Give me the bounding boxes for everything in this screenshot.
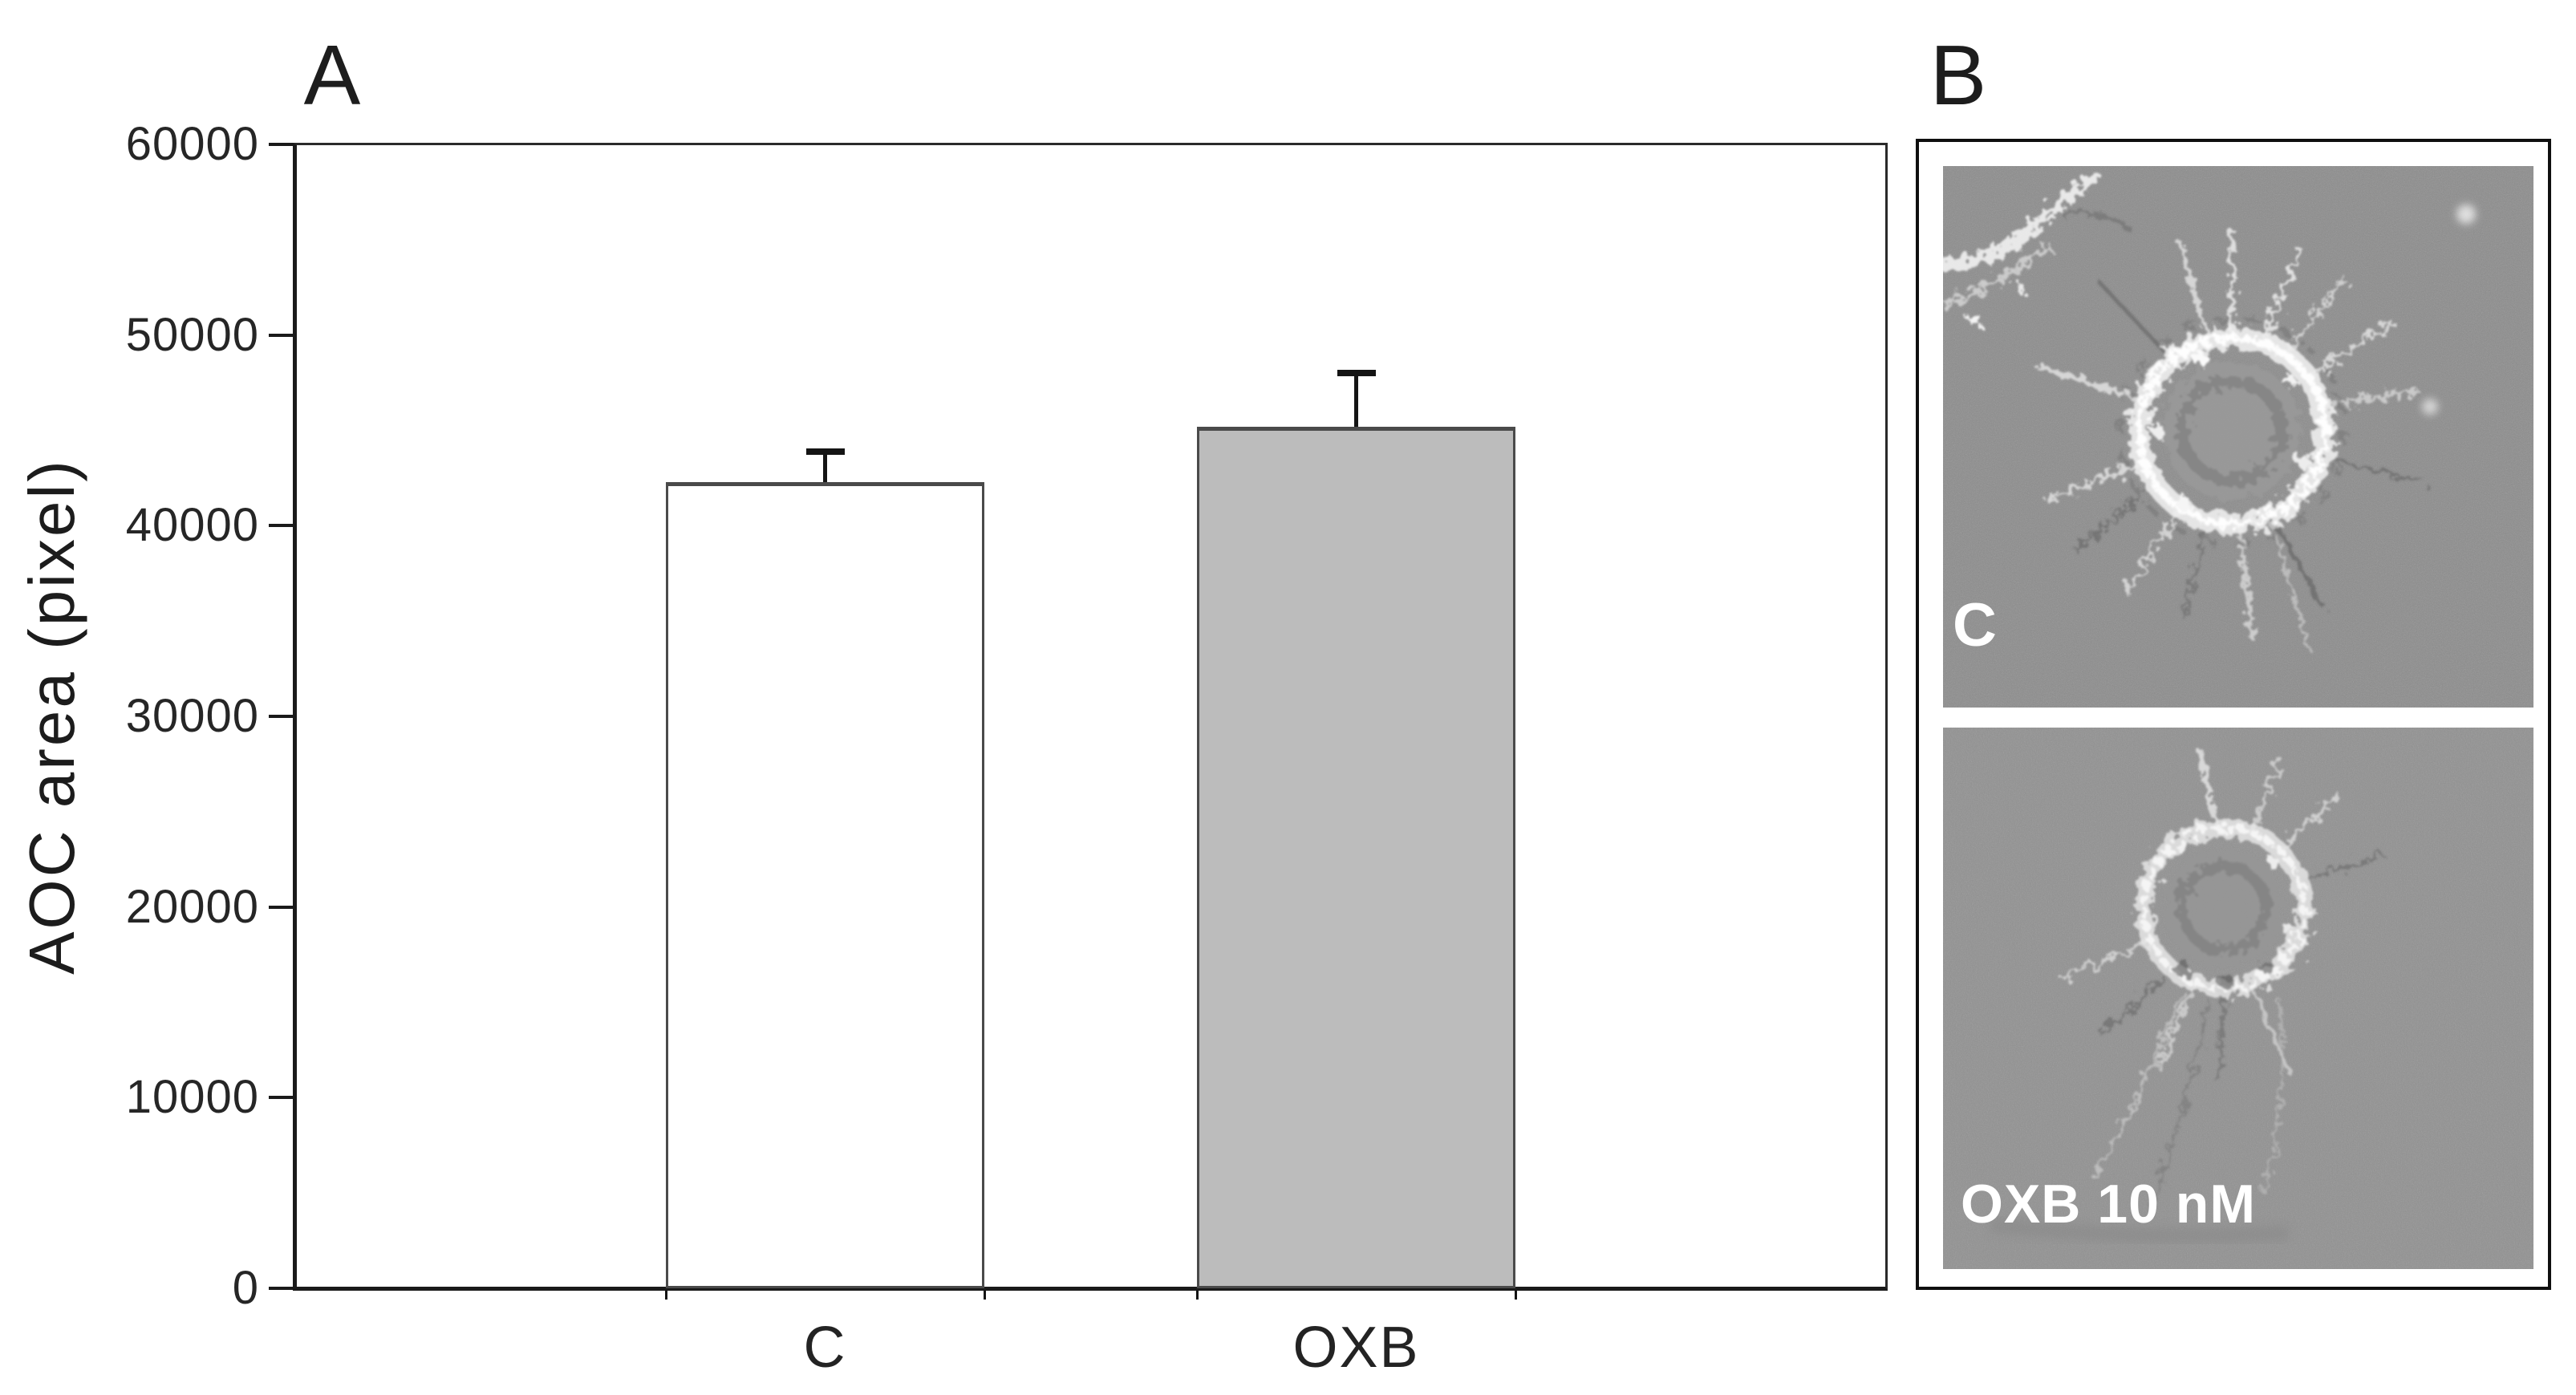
error-bar-stem [823, 451, 827, 482]
y-tick-label: 10000 [125, 1071, 259, 1124]
x-axis-stub [1514, 1291, 1517, 1300]
x-axis-stub [1195, 1291, 1199, 1300]
micrograph-oxb-label: OXB 10 nM [1961, 1174, 2256, 1235]
x-category-label: C [803, 1316, 847, 1380]
y-tick-label: 20000 [125, 880, 259, 933]
y-tick [269, 1287, 293, 1290]
bar-c [666, 481, 984, 1288]
micrograph-control-label: C [1953, 591, 1998, 659]
y-tick [269, 524, 293, 528]
y-tick [269, 143, 293, 146]
y-tick [269, 1096, 293, 1100]
y-tick-label: 50000 [125, 308, 259, 361]
panel-a-label: A [303, 28, 363, 123]
micrograph-oxb [1943, 728, 2533, 1269]
micrograph-control-image [1943, 166, 2533, 708]
micrograph-control [1943, 166, 2533, 708]
error-bar-cap [805, 448, 845, 455]
error-bar-cap [1337, 370, 1376, 377]
panel-b-label: B [1929, 28, 1989, 123]
y-tick-label: 60000 [125, 118, 259, 170]
y-tick-label: 0 [232, 1262, 259, 1314]
chart-plot-area [293, 143, 1888, 1291]
error-bar-stem [1354, 373, 1358, 427]
x-axis-stub [664, 1291, 667, 1300]
x-category-label: OXB [1292, 1316, 1420, 1380]
x-axis-stub [983, 1291, 986, 1300]
y-tick-label: 30000 [125, 690, 259, 742]
y-tick-label: 40000 [125, 499, 259, 552]
y-tick [269, 715, 293, 718]
y-tick [269, 905, 293, 909]
y-tick [269, 333, 293, 337]
bar-oxb [1197, 426, 1515, 1288]
micrograph-oxb-image [1943, 728, 2533, 1269]
